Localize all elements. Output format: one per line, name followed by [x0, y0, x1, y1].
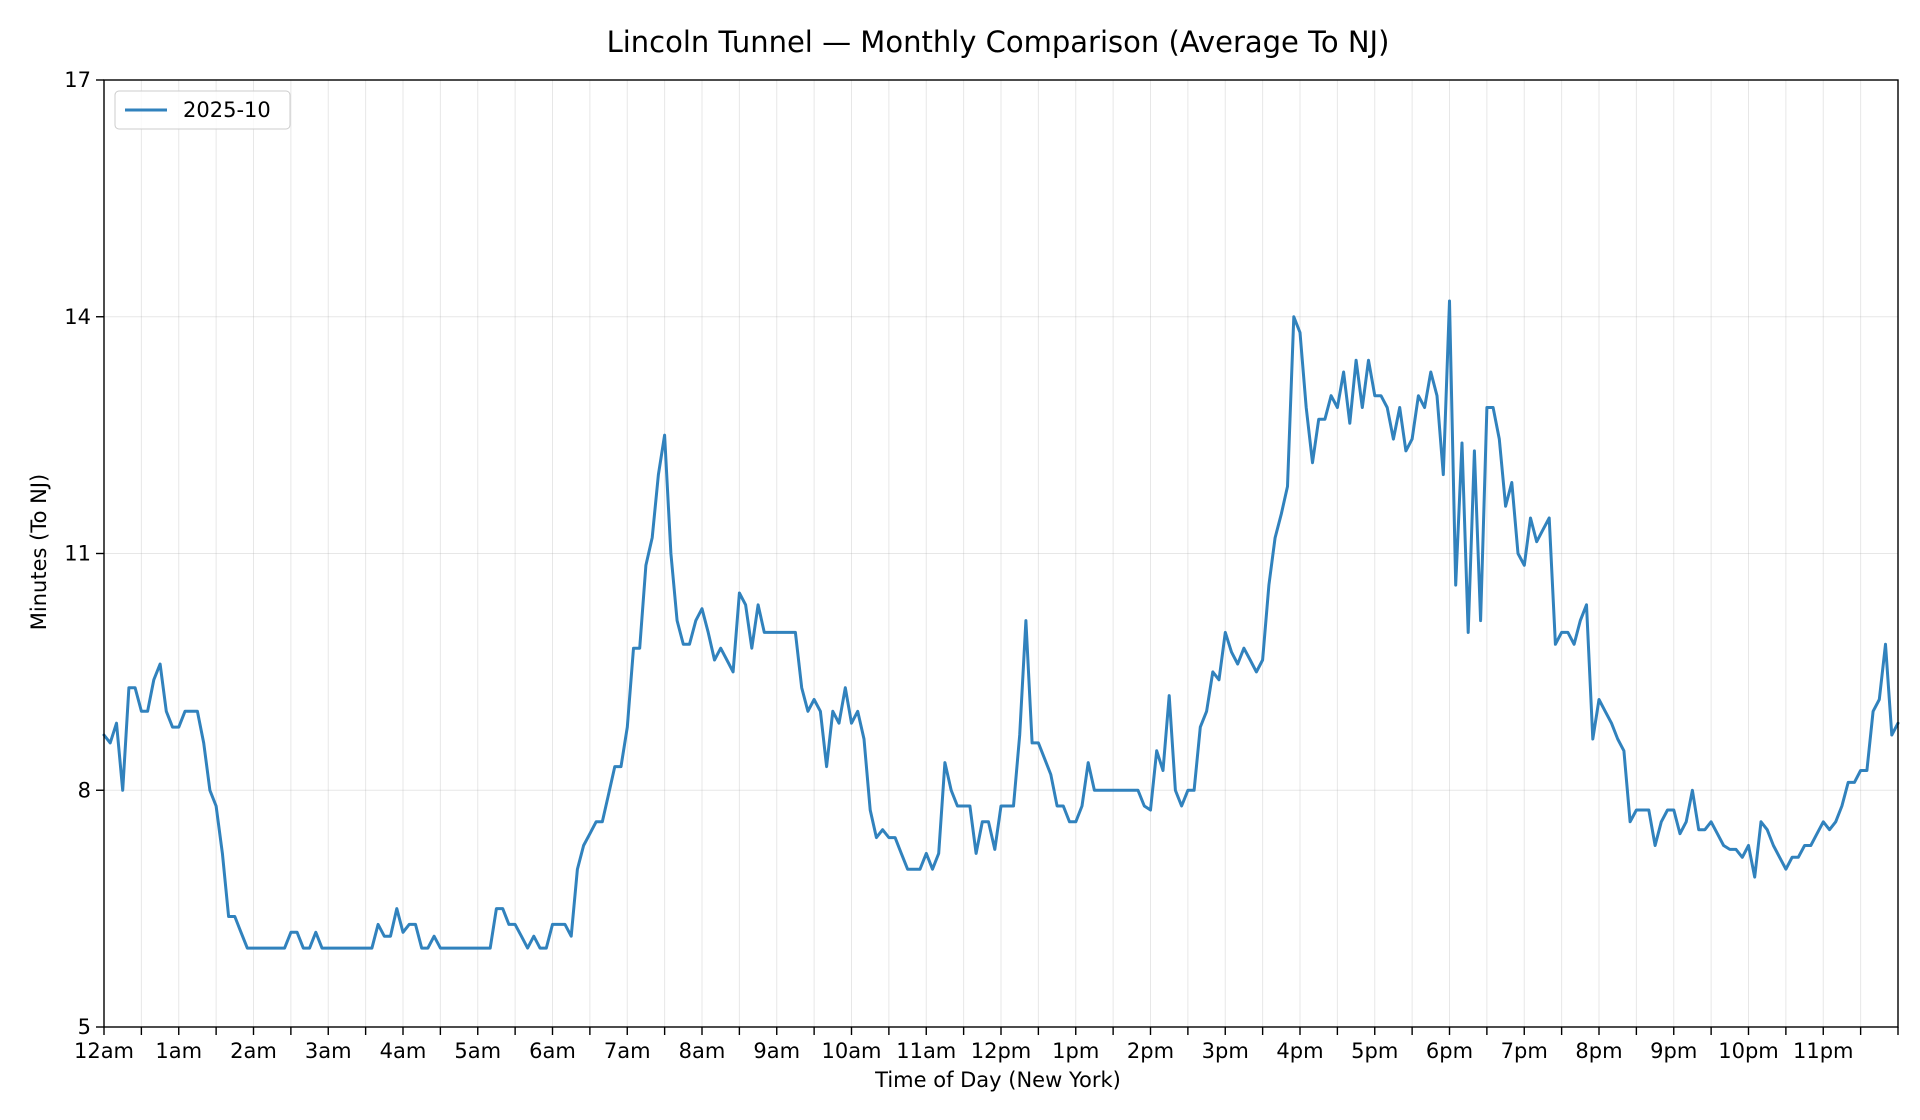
- x-tick-label: 3pm: [1202, 1039, 1249, 1063]
- y-axis-ticks: 5 8 11 14 17: [64, 68, 104, 1039]
- x-tick-label: 6am: [529, 1039, 576, 1063]
- x-tick-label: 3am: [305, 1039, 352, 1063]
- legend: 2025-10: [114, 90, 291, 130]
- x-tick-label: 9pm: [1650, 1039, 1697, 1063]
- x-tick-label: 8am: [679, 1039, 726, 1063]
- chart-title: Lincoln Tunnel — Monthly Comparison (Ave…: [607, 25, 1390, 59]
- x-tick-label: 5am: [454, 1039, 501, 1063]
- y-tick-label: 5: [78, 1015, 91, 1039]
- y-tick-label: 11: [64, 542, 91, 566]
- series-layer: [102, 299, 1900, 950]
- x-tick-label: 7pm: [1501, 1039, 1548, 1063]
- x-tick-label: 9am: [753, 1039, 800, 1063]
- grid: [104, 80, 1898, 1027]
- x-tick-label: 2am: [230, 1039, 277, 1063]
- x-tick-label: 12pm: [971, 1039, 1032, 1063]
- x-tick-label: 11am: [896, 1039, 956, 1063]
- x-tick-label: 10pm: [1718, 1039, 1779, 1063]
- y-tick-label: 17: [64, 68, 91, 92]
- x-tick-label: 1pm: [1052, 1039, 1099, 1063]
- y-tick-label: 8: [78, 778, 91, 802]
- x-tick-label: 4pm: [1276, 1039, 1323, 1063]
- x-tick-label: 8pm: [1575, 1039, 1622, 1063]
- x-tick-label: 11pm: [1793, 1039, 1854, 1063]
- x-tick-label: 2pm: [1127, 1039, 1174, 1063]
- x-tick-label: 7am: [604, 1039, 651, 1063]
- x-axis-ticks: 12am 1am 2am 3am 4am 5am 6am 7am 8am 9am 10am 11am 1…: [74, 1027, 1899, 1063]
- legend-label: 2025-10: [183, 98, 271, 122]
- x-tick-label: 10am: [821, 1039, 881, 1063]
- x-axis-label: Time of Day (New York): [874, 1068, 1121, 1092]
- y-axis-label: Minutes (To NJ): [27, 474, 51, 630]
- x-tick-label: 6pm: [1426, 1039, 1473, 1063]
- x-tick-label: 12am: [74, 1039, 134, 1063]
- y-tick-label: 14: [64, 305, 91, 329]
- legend-box: [114, 90, 291, 130]
- x-tick-label: 4am: [380, 1039, 427, 1063]
- x-tick-label: 5pm: [1351, 1039, 1398, 1063]
- series-line-2025-10: [102, 299, 1900, 950]
- x-tick-label: 1am: [155, 1039, 202, 1063]
